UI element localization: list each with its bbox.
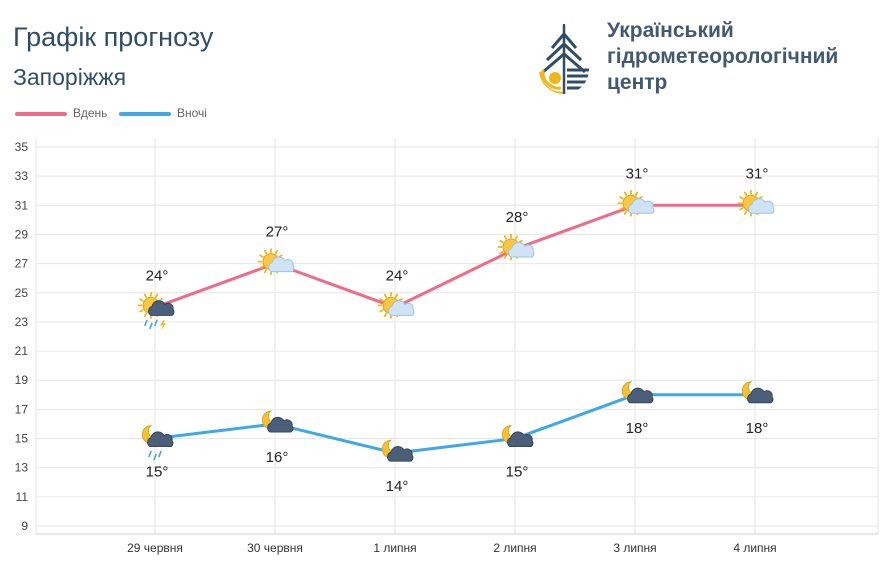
sun-cloud-icon [497, 233, 535, 261]
y-tick-label: 9 [21, 519, 28, 533]
y-tick-label: 11 [16, 490, 29, 504]
city-name: Запоріжжя [13, 64, 127, 90]
day-temperature-line [154, 203, 755, 309]
y-tick-label: 27 [15, 257, 29, 271]
sun-cloud-rain-thunder-icon [137, 291, 175, 331]
y-tick-label: 15 [15, 432, 29, 446]
day-value-label: 31° [626, 165, 649, 182]
legend-label-day: Вдень [73, 106, 108, 120]
org-name-line1: Український [607, 19, 734, 42]
hydromet-drop-icon [539, 22, 589, 94]
forecast-chart: 9 11 13 15 17 19 21 23 25 27 29 31 33 35 29 червня 30 ч… [15, 138, 879, 555]
org-name-line3: центр [607, 71, 668, 94]
legend-item-night: Вночі [119, 106, 207, 120]
night-value-label: 15° [146, 464, 169, 481]
night-temperature-line [154, 393, 755, 455]
night-value-label: 16° [266, 449, 289, 466]
legend-label-night: Вночі [177, 106, 207, 120]
day-value-label: 24° [386, 267, 409, 284]
x-tick-label: 3 липня [613, 541, 656, 555]
y-tick-label: 19 [15, 373, 29, 387]
legend-swatch-night [119, 111, 171, 116]
x-tick-label: 29 червня [127, 541, 183, 555]
x-tick-label: 1 липня [373, 541, 416, 555]
y-tick-label: 31 [15, 198, 29, 212]
y-tick-label: 13 [15, 461, 29, 475]
y-tick-label: 33 [15, 169, 29, 183]
legend-item-day: Вдень [15, 106, 107, 120]
moon-cloud-rain-icon [141, 425, 174, 461]
night-value-label: 14° [386, 478, 409, 495]
night-value-label: 18° [626, 420, 649, 437]
moon-cloud-icon [501, 425, 534, 448]
day-value-label: 31° [746, 165, 769, 182]
org-name-line2: гідрометеорологічний [607, 45, 839, 68]
sun-cloud-icon [737, 189, 775, 217]
legend-swatch-day [15, 111, 67, 116]
x-tick-label: 30 червня [247, 541, 303, 555]
day-value-label: 24° [146, 267, 169, 284]
moon-cloud-icon [261, 410, 294, 433]
sun-cloud-icon [617, 189, 655, 217]
night-value-label: 18° [746, 420, 769, 437]
x-tick-label: 4 липня [733, 541, 776, 555]
org-logo: Український гідрометеорологічний центр [533, 18, 873, 98]
moon-cloud-icon [621, 381, 654, 404]
y-tick-label: 25 [15, 286, 29, 300]
night-value-label: 15° [506, 464, 529, 481]
y-tick-label: 21 [15, 344, 29, 358]
org-name: Український гідрометеорологічний центр [607, 18, 838, 96]
x-tick-label: 2 липня [493, 541, 536, 555]
y-tick-label: 35 [15, 140, 29, 154]
day-value-label: 27° [266, 224, 289, 241]
y-tick-label: 29 [15, 227, 29, 241]
chart-title: Графік прогнозу [13, 22, 214, 52]
y-tick-label: 23 [15, 315, 29, 329]
moon-cloud-icon [381, 439, 414, 462]
y-tick-label: 17 [15, 402, 29, 416]
moon-cloud-icon [741, 381, 774, 404]
sun-cloud-icon [257, 248, 295, 276]
sun-cloud-icon [377, 291, 415, 319]
day-value-label: 28° [506, 209, 529, 226]
